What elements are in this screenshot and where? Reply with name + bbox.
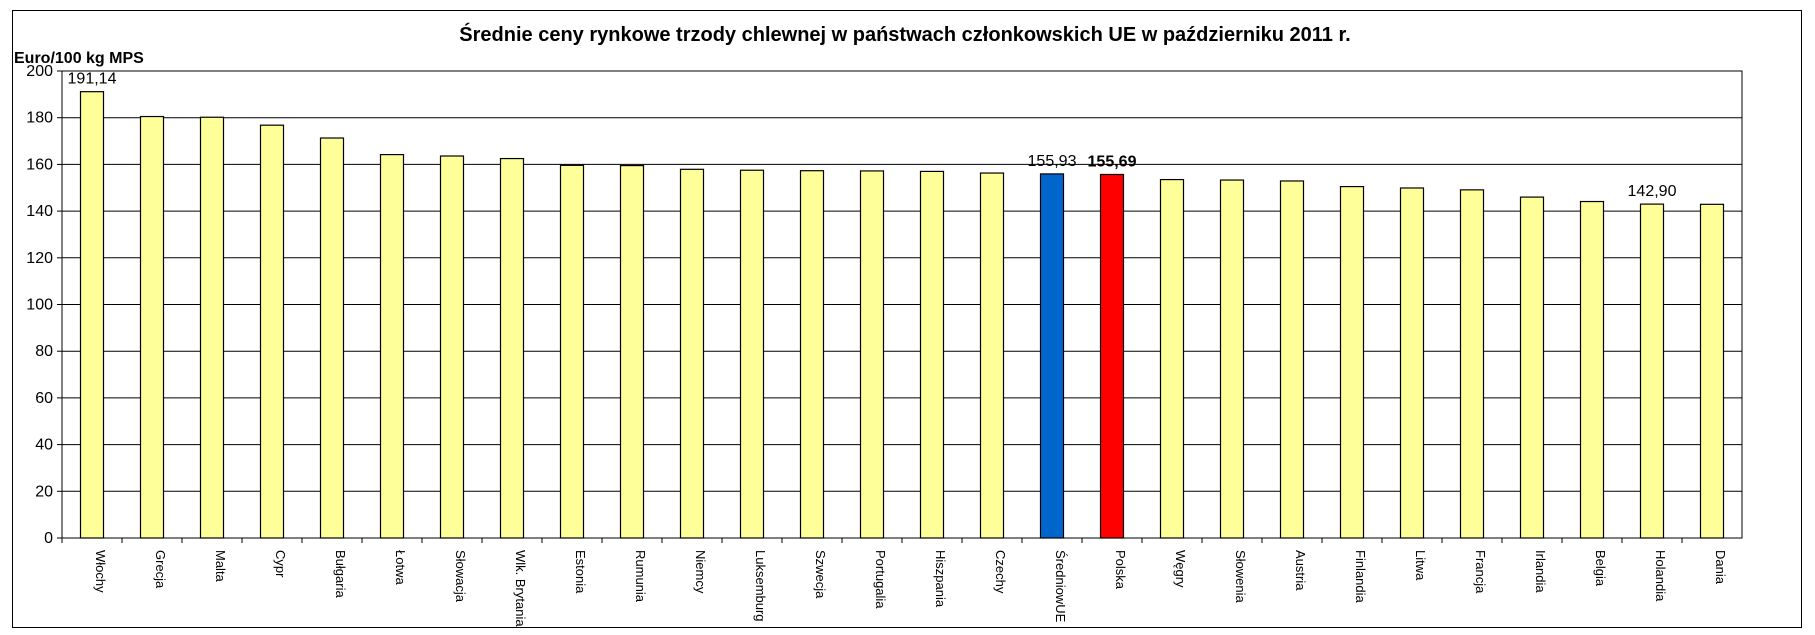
y-tick-label: 60 [35,390,53,407]
bar-7 [439,155,465,539]
bar-19 [1159,178,1185,539]
y-tick-label: 200 [26,63,53,80]
bar-20 [1219,179,1245,539]
bar-21 [1279,180,1305,539]
gridlines [62,70,1742,539]
x-category-label: Czechy [993,550,1008,594]
x-category-label: Irlandia [1533,550,1548,593]
x-category-label: Malta [213,550,228,583]
bar-22 [1339,185,1365,539]
bar-15 [919,170,945,539]
bar-12 [739,169,765,539]
plot-area [61,70,1743,539]
x-category-label: Węgry [1173,550,1188,588]
y-axis-label: Euro/100 kg MPS [14,50,144,67]
bars [79,91,1725,539]
x-category-label: Włochy [93,550,108,593]
bar-27 [1639,203,1665,539]
bar-17 [1039,173,1065,539]
bar-26 [1579,200,1605,539]
x-category-label: Dania [1713,550,1728,585]
y-tick-label: 140 [26,203,53,220]
y-tick-label: 120 [26,250,53,267]
y-tick-label: 80 [35,343,53,360]
bar-28 [1699,203,1725,539]
x-categories: Włochy Grecja Malta Cypr Bułgaria Łotwa Słowac… [61,538,1728,627]
bar-25 [1519,196,1545,539]
x-category-label: Hiszpania [933,550,948,608]
bar-4 [259,124,285,539]
x-category-label: Słowenia [1233,550,1248,604]
x-category-label: Wlk. Brytania [513,550,528,627]
bar-10 [619,164,645,539]
y-tick-label: 40 [35,437,53,454]
x-category-label: Bułgaria [333,550,348,598]
data-labels: 191,14 155,93 155,69 142,90 [68,71,1677,200]
x-category-label: Francja [1473,550,1488,594]
bar-13 [799,170,825,539]
bar-6 [379,153,405,539]
y-tick-label: 20 [35,483,53,500]
y-tick-label: 180 [26,110,53,127]
x-category-label: Estonia [573,550,588,594]
bar-11 [679,168,705,539]
bar-16 [979,172,1005,539]
chart-frame [12,10,1802,628]
x-category-label: Luksemburg [753,550,768,622]
y-ticks: 0 20 40 60 80 100 120 140 160 180 200 [26,63,62,547]
data-label: 155,93 [1028,153,1077,170]
x-category-label: Niemcy [693,550,708,594]
bar-9 [559,164,585,539]
x-category-label: Portugalia [873,550,888,609]
bar-14 [859,170,885,539]
x-category-label: Polska [1113,550,1128,590]
bar-2 [139,115,165,539]
bar-24 [1459,189,1485,539]
x-category-label: Łotwa [393,550,408,585]
bar-23 [1399,187,1425,539]
x-category-label: Cypr [273,550,288,578]
bar-18 [1099,173,1125,539]
x-category-label: Belgia [1593,550,1608,587]
x-category-label: Szwecja [813,550,828,599]
x-category-label: Finlandia [1353,550,1368,604]
bar-1 [79,91,105,539]
data-label: 155,69 [1088,153,1137,170]
bar-8 [499,157,525,539]
x-category-label: Grecja [153,550,168,589]
bar-5 [319,137,345,539]
x-category-label: ŚredniowUE [1053,550,1068,623]
y-tick-label: 160 [26,156,53,173]
chart-title: Średnie ceny rynkowe trzody chlewnej w p… [459,22,1350,46]
x-category-label: Słowacja [453,550,468,603]
x-category-label: Rumunia [633,550,648,603]
x-category-label: Litwa [1413,550,1428,581]
x-category-label: Austria [1293,550,1308,591]
x-category-label: Holandia [1653,550,1668,602]
y-tick-label: 0 [44,530,53,547]
data-label: 142,90 [1628,183,1677,200]
y-tick-label: 100 [26,297,53,314]
data-label: 191,14 [68,71,117,88]
bar-3 [199,116,225,539]
